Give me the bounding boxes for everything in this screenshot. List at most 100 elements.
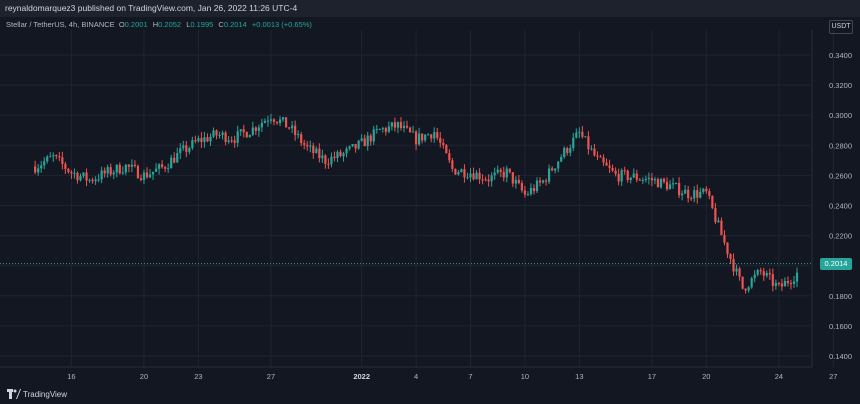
candle (384, 126, 387, 136)
candle-body (106, 167, 109, 174)
candle-body (321, 155, 324, 159)
candle-body (378, 129, 381, 131)
candlestick-series (34, 113, 799, 294)
candle (194, 135, 197, 144)
x-tick-label: 2022 (353, 372, 370, 381)
candle-body (756, 270, 759, 275)
candle (448, 149, 451, 163)
candle (783, 277, 787, 287)
candle (291, 120, 294, 133)
candle-body (203, 137, 206, 143)
candle-body (478, 172, 481, 180)
candle (142, 169, 146, 185)
candle-body (735, 268, 738, 272)
candle-body (55, 155, 58, 157)
candle (345, 146, 348, 158)
candle-body (396, 122, 400, 128)
candle (188, 146, 191, 155)
candle-body (638, 179, 641, 181)
candle-body (390, 122, 393, 127)
candle (64, 161, 67, 174)
candle (566, 146, 569, 156)
candle-body (451, 160, 454, 169)
candle (185, 140, 188, 158)
candle (563, 146, 566, 159)
candle-body (366, 135, 369, 147)
candle (481, 174, 484, 185)
candle-body (245, 132, 248, 138)
candle-body (696, 190, 699, 198)
candle-body (79, 176, 82, 181)
candle-body (375, 129, 378, 131)
currency-button[interactable]: USDT (829, 20, 853, 34)
candle-body (771, 274, 774, 286)
candle (578, 127, 581, 138)
candle (596, 151, 599, 161)
candle-body (139, 178, 143, 180)
x-tick-label: 23 (194, 372, 202, 381)
candle-body (786, 280, 790, 284)
candle (176, 147, 179, 163)
candle-body (738, 268, 741, 277)
candle-body (650, 177, 653, 181)
candle (626, 169, 629, 183)
candle-body (251, 127, 254, 135)
candle-body (360, 138, 363, 141)
candle-body (387, 126, 390, 132)
candle (109, 163, 112, 177)
candle (684, 184, 687, 194)
candle-body (188, 148, 191, 152)
candle (490, 172, 493, 187)
candle (254, 126, 257, 135)
candle-body (154, 168, 158, 172)
candle (774, 279, 777, 290)
candle-body (67, 168, 70, 172)
candle-body (602, 157, 605, 163)
candle-body (687, 189, 690, 199)
candle (70, 170, 73, 179)
y-tick-label: 0.3200 (829, 81, 852, 90)
candle (167, 163, 170, 173)
candle-body (288, 127, 291, 129)
candle-body (43, 161, 46, 166)
candle (629, 177, 632, 184)
candle-body (629, 177, 632, 181)
candle-body (88, 179, 91, 181)
candle (354, 143, 357, 153)
candle-body (209, 136, 212, 142)
candle-body (690, 198, 693, 200)
candle (433, 127, 436, 143)
candle-body (517, 179, 520, 184)
candle-body (294, 125, 297, 136)
candle-body (741, 276, 744, 289)
candle (46, 155, 49, 164)
candle-body (493, 172, 496, 176)
candle-body (617, 173, 620, 182)
y-tick-label: 0.2200 (829, 232, 852, 241)
candle (61, 151, 64, 170)
candle-body (421, 133, 424, 141)
candle (294, 120, 297, 141)
candle (557, 161, 560, 173)
candle (251, 121, 254, 137)
candle (538, 177, 542, 187)
candle (324, 154, 327, 169)
candle-body (484, 179, 487, 181)
candle-body (133, 164, 137, 166)
candle (372, 125, 375, 146)
candle (469, 168, 472, 183)
candle (523, 185, 527, 198)
candle-body (472, 173, 475, 180)
candle-body (94, 179, 97, 182)
candle (753, 270, 756, 283)
candle (439, 132, 442, 148)
candle-body (702, 188, 705, 193)
candle (73, 168, 76, 179)
candle (405, 120, 409, 129)
y-tick-label: 0.2600 (829, 171, 852, 180)
candle-body (505, 168, 508, 178)
candle (463, 164, 466, 183)
candle (726, 242, 729, 258)
